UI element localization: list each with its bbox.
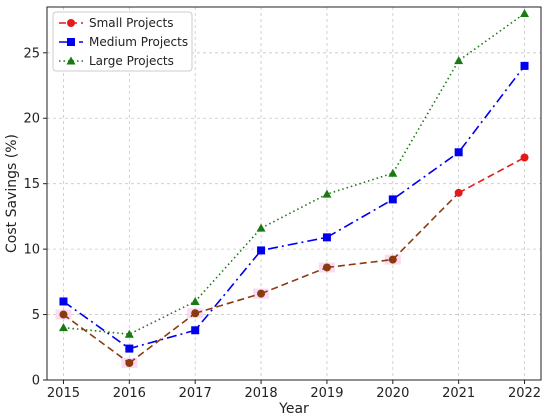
series-small-projects: [59, 153, 529, 367]
y-tick-label: 5: [32, 308, 40, 323]
series-line-segment: [62, 313, 130, 364]
series-large-projects: [58, 9, 530, 338]
x-tick-label: 2018: [245, 386, 278, 401]
series-line-segment: [326, 258, 393, 269]
legend-label: Large Projects: [89, 54, 174, 68]
series-layer: [58, 9, 530, 367]
data-point: [59, 297, 68, 306]
data-point: [257, 246, 266, 255]
x-tick-label: 2015: [47, 386, 80, 401]
x-tick-label: 2020: [376, 386, 409, 401]
legend-item: Small Projects: [59, 16, 173, 30]
data-point: [388, 255, 397, 264]
legend-box: [52, 11, 193, 72]
series-line-segment: [194, 292, 262, 315]
x-tick-label: 2019: [310, 386, 343, 401]
series-line: [63, 65, 526, 350]
x-tick-label: 2021: [442, 386, 475, 401]
series-line-segment: [128, 312, 196, 364]
y-axis-ticks: 0 5 10 15 20 25: [23, 46, 47, 389]
legend: Small Projects Medium Projects Large Proje…: [52, 11, 193, 72]
data-point: [322, 263, 331, 272]
y-axis-title: Cost Savings (%): [4, 134, 20, 253]
data-point: [125, 358, 134, 367]
x-axis-title: Year: [278, 401, 309, 417]
x-tick-label: 2016: [113, 386, 146, 401]
data-point: [454, 188, 463, 197]
data-point: [256, 223, 266, 232]
legend-label: Small Projects: [89, 16, 173, 30]
data-point: [257, 289, 266, 298]
y-tick-label: 15: [23, 177, 40, 192]
plot-frame: [46, 6, 542, 381]
y-tick-label: 10: [23, 243, 40, 258]
data-point: [520, 9, 530, 18]
series-line-segment: [260, 266, 328, 295]
data-point: [191, 326, 200, 335]
data-point: [388, 168, 398, 177]
legend-marker: [67, 38, 75, 46]
y-tick-label: 20: [23, 112, 40, 127]
legend-item: Large Projects: [59, 54, 174, 68]
data-point: [520, 61, 529, 70]
series-line-segment: [458, 156, 525, 194]
legend-marker: [67, 19, 75, 27]
data-point: [124, 329, 134, 338]
data-point: [454, 148, 463, 157]
data-point: [58, 323, 68, 332]
legend-marker: [66, 56, 76, 65]
data-point: [59, 310, 68, 319]
data-point: [520, 153, 529, 162]
x-axis-ticks: 2015 2016 2017 2018 2019 2020 2021 2022: [47, 380, 541, 401]
legend-label: Medium Projects: [89, 35, 188, 49]
data-point: [191, 309, 200, 318]
series-medium-projects: [59, 61, 529, 353]
data-point: [125, 344, 134, 353]
y-tick-label: 0: [32, 374, 40, 389]
data-point: [322, 233, 331, 242]
data-point: [190, 296, 200, 305]
x-tick-label: 2022: [508, 386, 541, 401]
series-line-segment: [392, 192, 460, 261]
data-point: [322, 189, 332, 198]
data-point: [454, 56, 464, 65]
x-tick-label: 2017: [179, 386, 212, 401]
series-line: [63, 12, 525, 335]
y-tick-label: 25: [23, 46, 40, 61]
legend-item: Medium Projects: [59, 35, 188, 49]
data-point: [388, 195, 397, 204]
